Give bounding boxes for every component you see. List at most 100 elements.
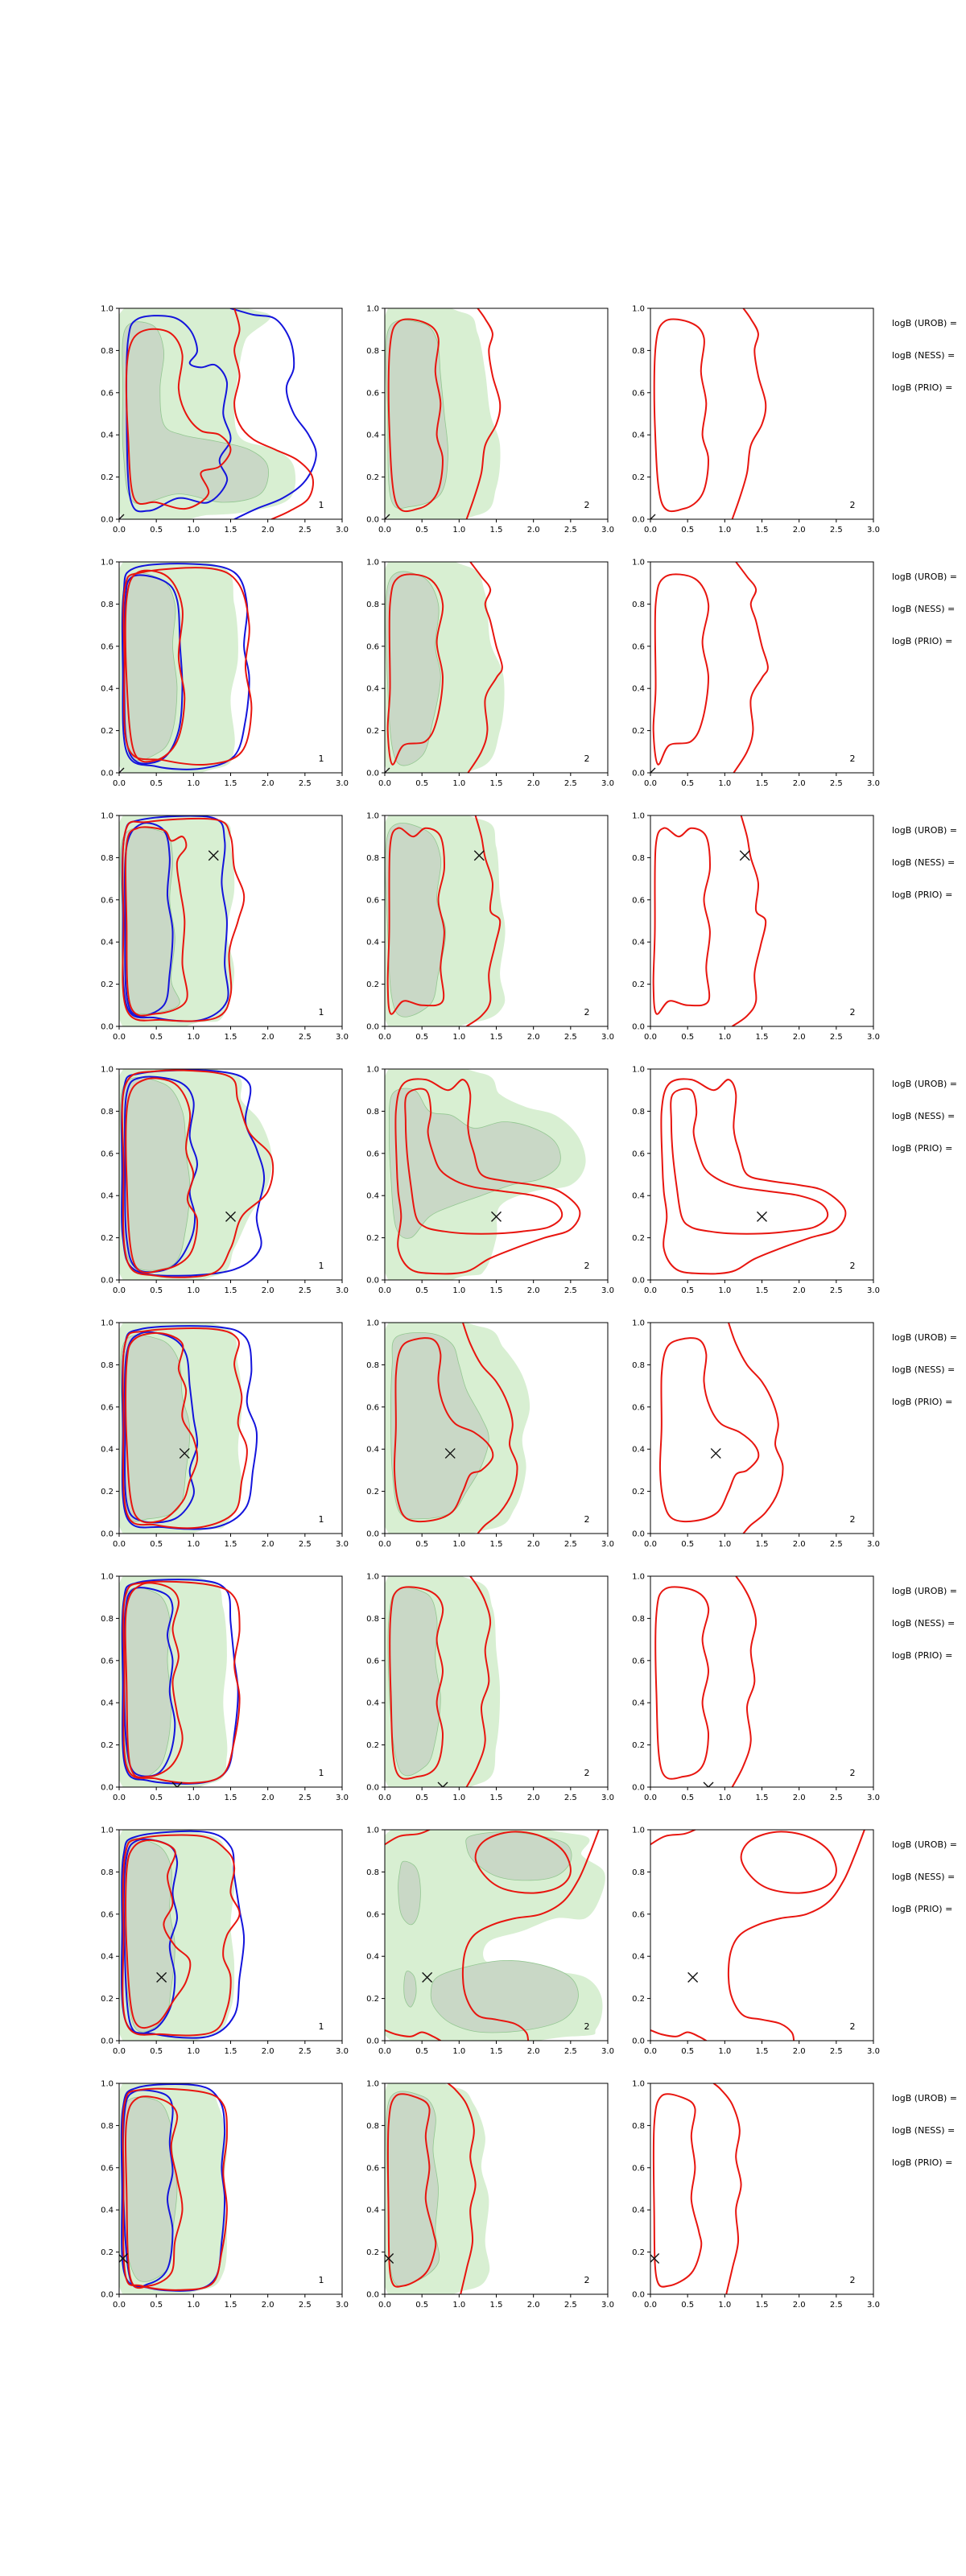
x-tick-label: 0.0 bbox=[378, 1794, 391, 1802]
y-tick-label: 0.0 bbox=[101, 1277, 114, 1286]
contour-red bbox=[386, 573, 444, 766]
subplot-corner-label: 2 bbox=[584, 2275, 590, 2285]
y-tick-label: 0.4 bbox=[101, 939, 114, 947]
plot-area: 2 bbox=[385, 815, 590, 1026]
contour-blue bbox=[121, 815, 229, 1022]
x-tick-label: 0.5 bbox=[681, 2301, 694, 2310]
y-tick-label: 1.0 bbox=[101, 1827, 114, 1835]
y-tick-label: 0.6 bbox=[101, 896, 114, 905]
x-tick-label: 2.0 bbox=[793, 2301, 806, 2310]
x-tick-label: 1.5 bbox=[756, 1794, 769, 1802]
subplot-svg: 2 0.0 0.5 1.0 1.5 2.0 2.5 3.0 0.0 0.2 0.4 0.6 0.8 1.0 bbox=[366, 812, 614, 1042]
x-tick-label: 2.0 bbox=[793, 1540, 806, 1549]
y-tick-label: 0.2 bbox=[101, 2248, 114, 2257]
contour-blue bbox=[124, 822, 174, 1018]
y-tick-label: 0.8 bbox=[101, 1108, 114, 1117]
subplot-svg: 2 0.0 0.5 1.0 1.5 2.0 2.5 3.0 0.0 0.2 0.4 0.6 0.8 1.0 bbox=[632, 1066, 880, 1296]
x-tick-label: 2.5 bbox=[299, 1033, 312, 1042]
subplot-r1c1: 1 0.0 0.5 1.0 1.5 2.0 2.5 3.0 0.0 0.2 0.4 0.6 0.8 1.0 bbox=[83, 302, 357, 547]
logB-urob-label: logB (UROB) = bbox=[892, 1586, 958, 1596]
x-tick-label: 2.5 bbox=[830, 1540, 843, 1549]
plot-area: 1 bbox=[119, 1069, 324, 1280]
y-tick-label: 0.2 bbox=[366, 1995, 379, 2004]
x-tick-label: 0.5 bbox=[150, 1286, 163, 1295]
plot-area: 2 bbox=[650, 308, 856, 519]
logB-ness-label: logB (NESS) = bbox=[892, 2125, 956, 2136]
x-tick-label: 1.5 bbox=[756, 1286, 769, 1295]
y-tick-label: 0.4 bbox=[366, 939, 379, 947]
x-tick-label: 1.0 bbox=[187, 2047, 200, 2056]
x-tick-label: 3.0 bbox=[601, 2301, 614, 2310]
logB-prio-label: logB (PRIO) = bbox=[892, 1397, 953, 1407]
y-tick-label: 1.0 bbox=[632, 559, 645, 568]
y-tick-label: 0.2 bbox=[632, 980, 645, 989]
plot-area: 2 bbox=[385, 562, 590, 773]
y-tick-label: 0.8 bbox=[101, 854, 114, 863]
y-tick-label: 0.6 bbox=[366, 2164, 379, 2173]
x-tick-label: 3.0 bbox=[601, 2047, 614, 2056]
y-tick-label: 1.0 bbox=[632, 1827, 645, 1835]
y-tick-label: 1.0 bbox=[101, 812, 114, 821]
y-tick-label: 1.0 bbox=[366, 305, 379, 314]
logB-ness-label: logB (NESS) = bbox=[892, 350, 956, 361]
x-tick-label: 0.0 bbox=[378, 2047, 391, 2056]
contour-red bbox=[125, 328, 232, 510]
axis-frame bbox=[650, 2083, 874, 2295]
y-tick-label: 1.0 bbox=[366, 1319, 379, 1328]
y-tick-label: 1.0 bbox=[366, 559, 379, 568]
truth-x-marker bbox=[491, 1211, 502, 1222]
contour-blue bbox=[121, 563, 250, 770]
logB-prio-label: logB (PRIO) = bbox=[892, 1650, 953, 1661]
y-tick-label: 1.0 bbox=[366, 1066, 379, 1075]
y-tick-label: 0.6 bbox=[632, 1657, 645, 1666]
truth-x-marker bbox=[225, 1211, 236, 1222]
contour-red bbox=[467, 562, 503, 773]
x-tick-label: 1.5 bbox=[225, 1286, 237, 1295]
y-tick-label: 1.0 bbox=[101, 2080, 114, 2089]
subplot-corner-label: 1 bbox=[319, 2275, 324, 2285]
axis-frame bbox=[650, 1068, 874, 1281]
axis-frame bbox=[650, 561, 874, 774]
x-tick-label: 0.5 bbox=[415, 1794, 428, 1802]
subplot-r2c3: 2 0.0 0.5 1.0 1.5 2.0 2.5 3.0 0.0 0.2 0.4 0.6 0.8 1.0 bbox=[614, 555, 888, 800]
x-tick-label: 0.0 bbox=[644, 2301, 657, 2310]
subplot-corner-label: 2 bbox=[584, 500, 590, 510]
subplot-corner-label: 2 bbox=[584, 2021, 590, 2032]
contour-red bbox=[731, 1576, 758, 1787]
y-tick-label: 0.0 bbox=[632, 516, 645, 525]
x-tick-label: 1.5 bbox=[490, 1794, 503, 1802]
x-tick-label: 3.0 bbox=[867, 1794, 880, 1802]
y-tick-label: 0.2 bbox=[366, 980, 379, 989]
x-tick-label: 1.0 bbox=[187, 1540, 200, 1549]
y-tick-label: 0.2 bbox=[101, 1741, 114, 1750]
logB-urob-label: logB (UROB) = bbox=[892, 1839, 958, 1850]
subplot-svg: 2 0.0 0.5 1.0 1.5 2.0 2.5 3.0 0.0 0.2 0.4 0.6 0.8 1.0 bbox=[366, 1066, 614, 1296]
contour-red bbox=[462, 1323, 518, 1534]
x-tick-label: 0.0 bbox=[378, 2301, 391, 2310]
plot-area: 2 bbox=[650, 1830, 865, 2041]
x-tick-label: 0.0 bbox=[378, 779, 391, 788]
x-tick-label: 0.0 bbox=[644, 1794, 657, 1802]
x-tick-label: 0.5 bbox=[415, 1033, 428, 1042]
y-tick-label: 0.0 bbox=[101, 2291, 114, 2300]
x-tick-label: 3.0 bbox=[336, 1033, 349, 1042]
y-tick-label: 0.8 bbox=[632, 1868, 645, 1877]
x-tick-label: 3.0 bbox=[867, 2047, 880, 2056]
x-tick-label: 2.0 bbox=[262, 2301, 275, 2310]
logB-ness-label: logB (NESS) = bbox=[892, 1111, 956, 1121]
plot-area: 2 bbox=[658, 1323, 856, 1534]
overlap-fill bbox=[465, 1831, 572, 1881]
contour-blue bbox=[122, 1838, 179, 2035]
overlap-fill bbox=[386, 2091, 440, 2287]
x-tick-label: 1.0 bbox=[718, 1540, 731, 1549]
y-tick-label: 0.6 bbox=[632, 2164, 645, 2173]
y-tick-label: 1.0 bbox=[366, 1827, 379, 1835]
x-tick-label: 2.0 bbox=[527, 1794, 540, 1802]
x-tick-label: 0.0 bbox=[378, 1033, 391, 1042]
y-tick-label: 0.6 bbox=[366, 389, 379, 398]
logB-prio-label: logB (PRIO) = bbox=[892, 1904, 953, 1914]
subplot-corner-label: 2 bbox=[584, 1768, 590, 1778]
y-tick-label: 0.8 bbox=[101, 347, 114, 356]
y-tick-label: 0.4 bbox=[101, 1446, 114, 1455]
